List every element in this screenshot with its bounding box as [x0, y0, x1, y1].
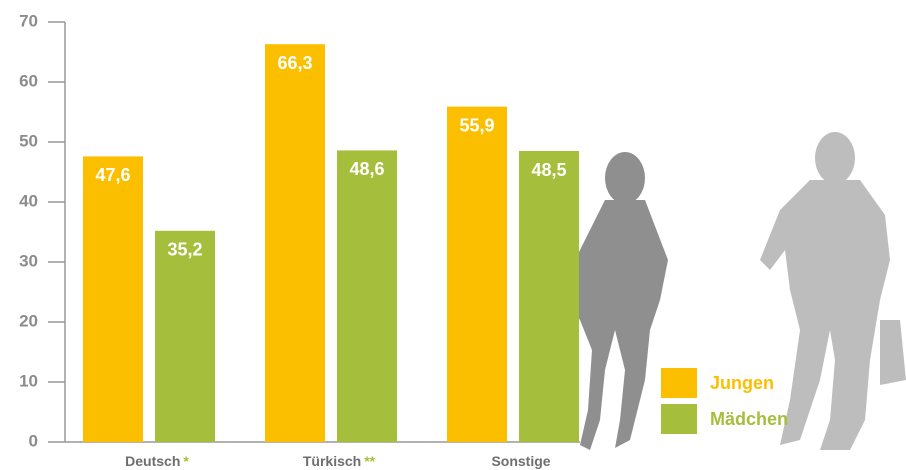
bar — [155, 230, 215, 442]
y-tick-label: 70 — [19, 11, 38, 30]
value-label: 48,6 — [349, 159, 384, 179]
y-tick-label: 40 — [19, 191, 38, 210]
legend-label: Jungen — [710, 373, 774, 393]
x-tick-label: Deutsch * — [125, 453, 189, 469]
value-label: 48,5 — [531, 160, 566, 180]
category-mark: ** — [364, 453, 375, 469]
legend-label: Mädchen — [710, 409, 788, 429]
y-tick-label: 60 — [19, 71, 38, 90]
y-tick-label: 0 — [29, 431, 38, 450]
y-tick-label: 30 — [19, 251, 38, 270]
legend-swatch — [661, 404, 697, 434]
category-name: Türkisch — [303, 453, 361, 469]
silhouette-girl — [565, 152, 668, 450]
bar — [337, 150, 397, 442]
y-tick-label: 20 — [19, 311, 38, 330]
silhouette-boy — [760, 132, 906, 450]
y-tick-label: 50 — [19, 131, 38, 150]
category-mark: * — [183, 453, 189, 469]
x-tick-label: Türkisch ** — [303, 453, 376, 469]
category-name: Sonstige — [491, 453, 550, 469]
x-tick-label: Sonstige — [491, 453, 550, 469]
value-label: 35,2 — [167, 240, 202, 260]
bar — [265, 44, 325, 442]
category-name: Deutsch — [125, 453, 180, 469]
y-tick-label: 10 — [19, 371, 38, 390]
value-label: 66,3 — [277, 53, 312, 73]
bar — [83, 156, 143, 442]
value-label: 47,6 — [95, 165, 130, 185]
bar — [519, 151, 579, 442]
value-label: 55,9 — [459, 115, 494, 135]
bar — [447, 106, 507, 442]
legend-swatch — [661, 368, 697, 398]
